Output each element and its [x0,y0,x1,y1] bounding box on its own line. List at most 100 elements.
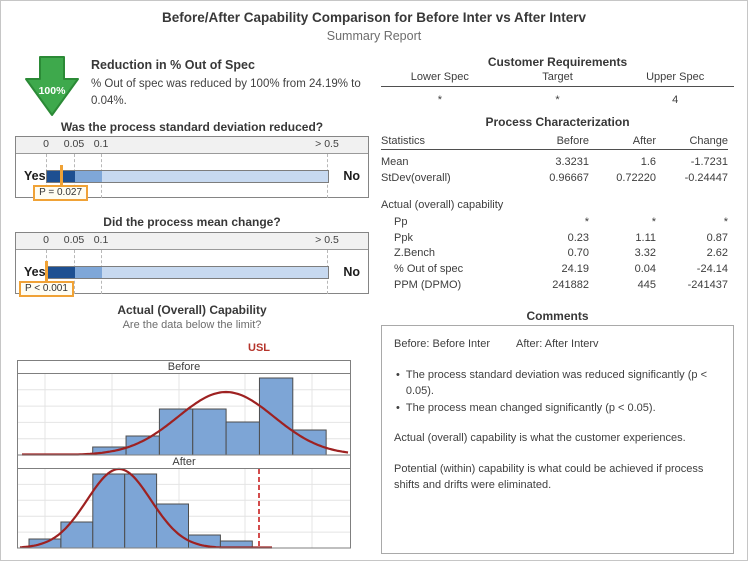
gauge-significance-bar [46,266,329,279]
gauge-no-label: No [343,169,360,183]
list-item: • The process mean changed significantly… [394,400,721,417]
gauge-mean-title: Did the process mean change? [103,215,281,229]
table-row: Z.Bench 0.70 3.32 2.62 [381,245,728,261]
stat-label: Z.Bench [394,247,435,260]
customer-requirements-title: Customer Requirements [487,55,628,69]
capability-subheader: Actual (overall) capability [381,199,504,212]
stat-before: 0.70 [567,247,589,260]
stat-label: % Out of spec [394,262,464,275]
stat-before: 3.3231 [555,155,589,168]
gauge-tick-label: > 0.5 [315,138,339,150]
legend-before: Before: Before Inter [394,338,490,350]
list-item: • The process standard deviation was red… [394,367,721,400]
comments-note-actual: Actual (overall) capability is what the … [394,432,686,444]
gauge-scale-strip: 0 0.05 0.1 > 0.5 [16,233,368,250]
panel-label: Before [168,361,200,373]
p-value-marker [59,165,63,186]
stat-before: 0.23 [567,231,589,244]
stat-after: 0.04 [634,262,656,275]
bullet-icon: • [396,368,400,381]
gauge-yes-label: Yes [24,265,46,279]
capability-subtitle: Are the data below the limit? [122,319,262,331]
col-target: Target [542,71,573,83]
stat-before: 0.96667 [549,171,589,184]
gauge-tick-label: 0.05 [63,138,85,150]
gauge-tick-label: 0 [43,138,49,150]
stat-label: StDev(overall) [381,171,451,184]
stat-change: 0.87 [706,231,728,244]
table-row: % Out of spec 24.19 0.04 -24.14 [381,261,728,277]
stat-label: PPM (DPMO) [394,278,462,291]
reduction-heading: Reduction in % Out of Spec [91,58,255,72]
gauge-yes-label: Yes [24,169,46,183]
legend-after: After: After Interv [516,338,599,350]
comments-box: Before: Before Inter After: After Interv … [381,325,734,554]
stat-change: -1.7231 [690,155,728,168]
stat-change: -241437 [687,278,728,291]
stat-change: * [723,215,728,228]
gauge-significance-bar [46,170,329,183]
stat-before: 241882 [552,278,589,291]
stat-label: Pp [394,215,408,228]
reduction-body: % Out of spec was reduced by 100% from 2… [91,78,361,108]
stat-change: -0.24447 [684,171,728,184]
table-row: * * 4 [381,87,734,106]
gauge-tick-label: 0.1 [93,234,109,246]
process-characterization-table: Statistics Before After Change Mean 3.32… [381,132,734,293]
stat-before: * [584,215,589,228]
col-before: Before [556,134,589,147]
comments-bullets: • The process standard deviation was red… [394,367,721,417]
reduction-arrow-icon: 100% [25,56,79,116]
panel-label: After [172,456,196,468]
gauge-mean: 0 0.05 0.1 > 0.5 Yes No P < 0.001 [15,232,369,297]
report-title: Before/After Capability Comparison for B… [161,10,587,25]
gauge-tick-label: 0.05 [63,234,85,246]
col-statistics: Statistics [381,134,426,147]
before-after-histograms: Before After [17,360,351,549]
stat-label: Ppk [394,231,413,244]
stat-after: 1.6 [640,155,656,168]
gauge-body: Yes No P < 0.001 [16,250,368,297]
table-row: StDev(overall) 0.96667 0.72220 -0.24447 [381,170,728,186]
comments-title: Comments [526,309,589,323]
col-after: After [632,134,656,147]
bullet-text: The process mean changed significantly (… [405,401,656,414]
usl-label: USL [248,342,270,354]
col-upper-spec: Upper Spec [646,71,705,83]
col-lower-spec: Lower Spec [410,71,469,83]
gauge-tick-label: 0 [43,234,49,246]
bullet-icon: • [396,401,400,414]
table-row: Pp * * * [381,214,728,230]
bullet-text: The process standard deviation was reduc… [405,368,707,398]
gauge-body: Yes No P = 0.027 [16,154,368,201]
gauge-no-label: No [343,265,360,279]
stat-after: 3.32 [634,247,656,260]
stat-change: -24.14 [696,262,728,275]
stat-after: 1.11 [635,231,656,244]
table-header-row: Statistics Before After Change [381,132,728,150]
col-change: Change [689,134,728,147]
stat-change: 2.62 [706,247,728,260]
stat-after: * [651,215,656,228]
lower-spec-value: * [437,94,442,106]
gauge-tick-label: > 0.5 [315,234,339,246]
customer-requirements-table: Lower Spec Target Upper Spec * * 4 [381,71,734,106]
p-value-label: P = 0.027 [33,185,89,201]
gauge-tick-label: 0.1 [93,138,109,150]
table-row: Ppk 0.23 1.11 0.87 [381,230,728,246]
comments-note-potential: Potential (within) capability is what co… [394,462,704,492]
capability-title: Actual (Overall) Capability [117,303,267,317]
gauge-stdev-title: Was the process standard deviation reduc… [60,120,324,134]
table-row: PPM (DPMO) 241882 445 -241437 [381,277,728,293]
reduction-badge: 100% [39,85,67,97]
stat-after: 445 [637,278,656,291]
stat-label: Mean [381,155,409,168]
process-characterization-title: Process Characterization [485,115,630,129]
upper-spec-value: 4 [672,94,679,106]
table-row: Mean 3.3231 1.6 -1.7231 [381,154,728,170]
target-value: * [555,94,560,106]
report-subtitle: Summary Report [326,29,422,43]
comments-legend: Before: Before Inter After: After Interv [394,336,721,353]
stat-before: 24.19 [561,262,589,275]
